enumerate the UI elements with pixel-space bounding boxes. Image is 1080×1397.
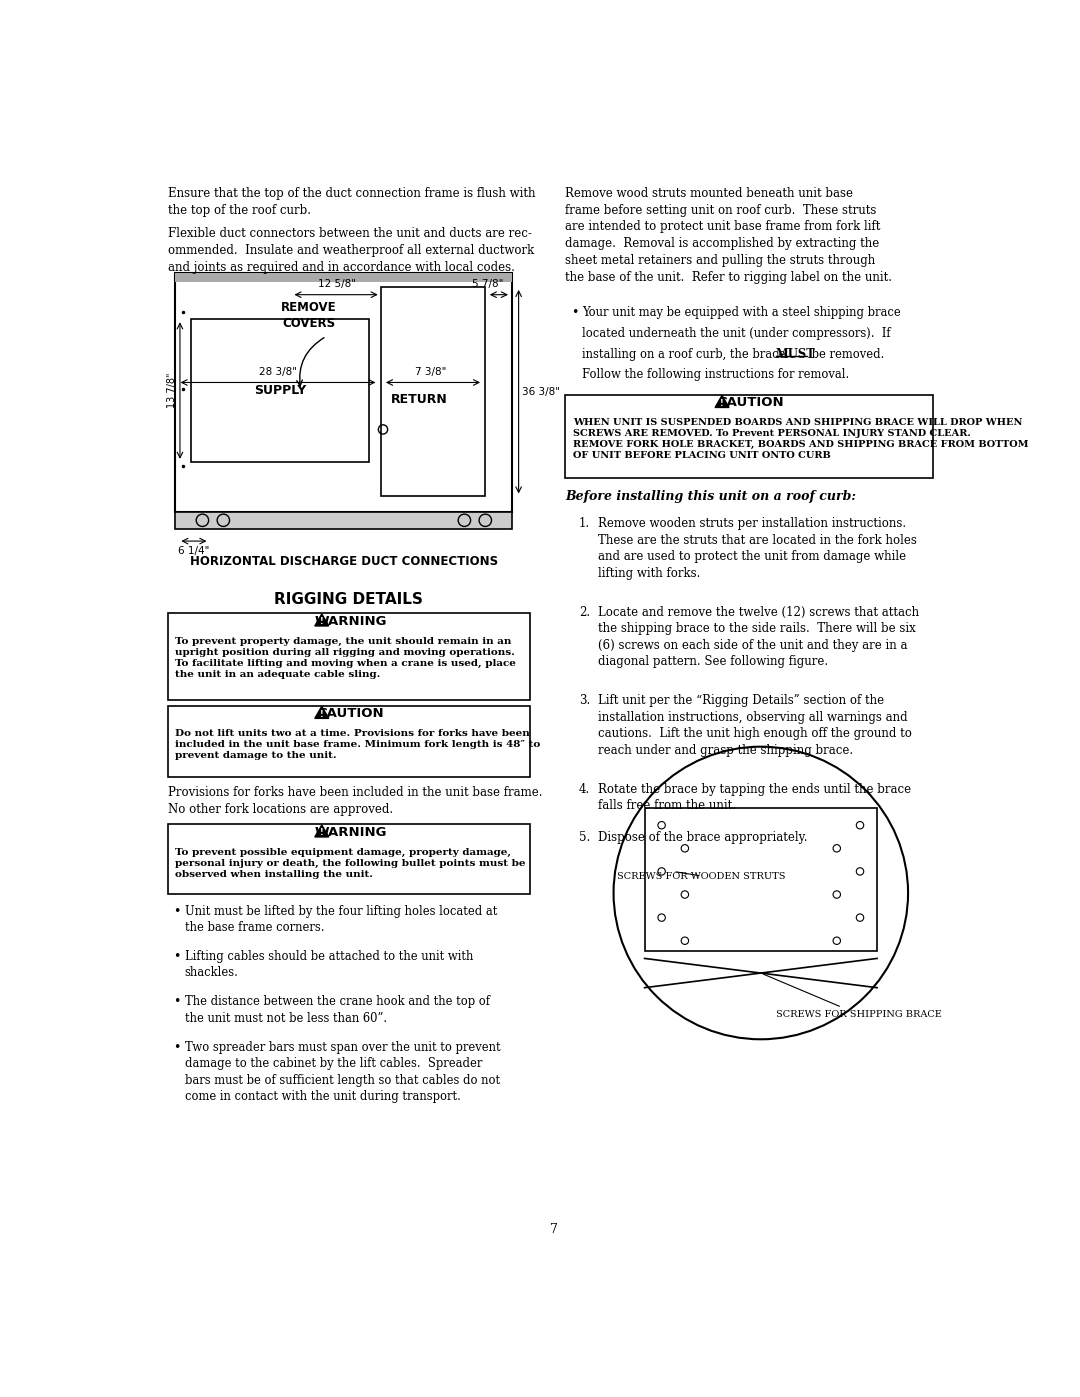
Text: 5 7/8": 5 7/8" [472,279,503,289]
Text: The distance between the crane hook and the top of
the unit must not be less tha: The distance between the crane hook and … [185,996,489,1025]
Text: To prevent property damage, the unit should remain in an
upright position during: To prevent property damage, the unit sho… [175,637,516,679]
Text: !: ! [320,617,324,626]
Text: 1.: 1. [579,517,590,531]
Text: SCREWS FOR WOODEN STRUTS: SCREWS FOR WOODEN STRUTS [618,872,786,880]
Text: 6 1/4": 6 1/4" [178,546,210,556]
Polygon shape [314,707,328,718]
Circle shape [856,821,864,828]
Circle shape [856,914,864,921]
Text: Rotate the brace by tapping the ends until the brace
falls free from the unit.: Rotate the brace by tapping the ends unt… [597,782,910,812]
Text: SUPPLY: SUPPLY [254,384,306,397]
Text: 12 5/8": 12 5/8" [318,279,355,289]
Text: To prevent possible equipment damage, property damage,
personal injury or death,: To prevent possible equipment damage, pr… [175,848,526,879]
Text: Follow the following instructions for removal.: Follow the following instructions for re… [582,369,850,381]
Circle shape [681,937,689,944]
Text: installing on a roof curb, the brace: installing on a roof curb, the brace [582,348,789,360]
Text: Locate and remove the twelve (12) screws that attach
the shipping brace to the s: Locate and remove the twelve (12) screws… [597,606,919,668]
Text: Remove wood struts mounted beneath unit base
frame before setting unit on roof c: Remove wood struts mounted beneath unit … [565,187,892,284]
Text: 28 3/8": 28 3/8" [258,367,297,377]
Text: WHEN UNIT IS SUSPENDED BOARDS AND SHIPPING BRACE WILL DROP WHEN
SCREWS ARE REMOV: WHEN UNIT IS SUSPENDED BOARDS AND SHIPPI… [572,418,1028,461]
Text: Dispose of the brace appropriately.: Dispose of the brace appropriately. [597,831,807,844]
Text: 3.: 3. [579,694,591,707]
Text: Before installing this unit on a roof curb:: Before installing this unit on a roof cu… [565,490,856,503]
Text: Ensure that the top of the duct connection frame is flush with
the top of the ro: Ensure that the top of the duct connecti… [167,187,535,217]
Text: WARNING: WARNING [314,826,387,838]
Bar [167,705,530,777]
Text: •: • [173,996,180,1009]
Text: •: • [570,306,578,320]
Bar [167,613,530,700]
Bar [175,511,512,529]
Bar [380,286,485,496]
Text: Flexible duct connectors between the unit and ducts are rec-
ommended.  Insulate: Flexible duct connectors between the uni… [167,226,534,274]
Text: !: ! [320,710,324,718]
Text: RIGGING DETAILS: RIGGING DETAILS [274,592,423,606]
Circle shape [681,891,689,898]
Bar [167,824,530,894]
Text: 4.: 4. [579,782,591,795]
Circle shape [833,845,840,852]
Polygon shape [314,826,328,837]
Text: Do not lift units two at a time. Provisions for forks have been
included in the : Do not lift units two at a time. Provisi… [175,729,541,760]
Text: WARNING: WARNING [314,615,387,627]
Text: located underneath the unit (under compressors).  If: located underneath the unit (under compr… [582,327,891,339]
Text: REMOVE
COVERS: REMOVE COVERS [281,300,336,330]
Text: CAUTION: CAUTION [717,397,784,409]
Text: SCREWS FOR SHIPPING BRACE: SCREWS FOR SHIPPING BRACE [764,974,942,1020]
Circle shape [833,891,840,898]
Text: 2.: 2. [579,606,590,619]
Polygon shape [314,613,328,626]
Text: •: • [173,1041,180,1053]
Bar [565,395,933,478]
Text: Your unit may be equipped with a steel shipping brace: Your unit may be equipped with a steel s… [582,306,901,320]
Polygon shape [715,395,729,408]
Text: CAUTION: CAUTION [318,707,383,719]
Bar [175,274,512,511]
Text: 36 3/8": 36 3/8" [523,387,561,397]
Text: !: ! [320,828,324,837]
Text: •: • [173,950,180,963]
Text: 5.: 5. [579,831,591,844]
Bar [645,809,877,951]
Text: Lift unit per the “Rigging Details” section of the
installation instructions, ob: Lift unit per the “Rigging Details” sect… [597,694,912,757]
Text: Lifting cables should be attached to the unit with
shackles.: Lifting cables should be attached to the… [185,950,473,979]
Text: RETURN: RETURN [391,393,447,407]
Circle shape [833,937,840,944]
Text: Provisions for forks have been included in the unit base frame.
No other fork lo: Provisions for forks have been included … [167,787,542,816]
Circle shape [658,914,665,921]
Text: 7: 7 [550,1222,557,1236]
Circle shape [658,821,665,828]
Text: HORIZONTAL DISCHARGE DUCT CONNECTIONS: HORIZONTAL DISCHARGE DUCT CONNECTIONS [190,555,498,567]
Text: Remove wooden struts per installation instructions.
These are the struts that ar: Remove wooden struts per installation in… [597,517,917,580]
Circle shape [681,845,689,852]
Text: MUST: MUST [775,348,815,360]
Text: !: ! [720,398,724,408]
Text: be removed.: be removed. [809,348,885,360]
Text: Unit must be lifted by the four lifting holes located at
the base frame corners.: Unit must be lifted by the four lifting … [185,904,497,935]
Bar [191,320,369,462]
Text: 13 7/8": 13 7/8" [166,373,177,408]
Text: •: • [173,904,180,918]
Text: 7 3/8": 7 3/8" [416,367,447,377]
Circle shape [658,868,665,875]
Circle shape [856,868,864,875]
Bar [175,274,512,282]
Text: Two spreader bars must span over the unit to prevent
damage to the cabinet by th: Two spreader bars must span over the uni… [185,1041,500,1104]
